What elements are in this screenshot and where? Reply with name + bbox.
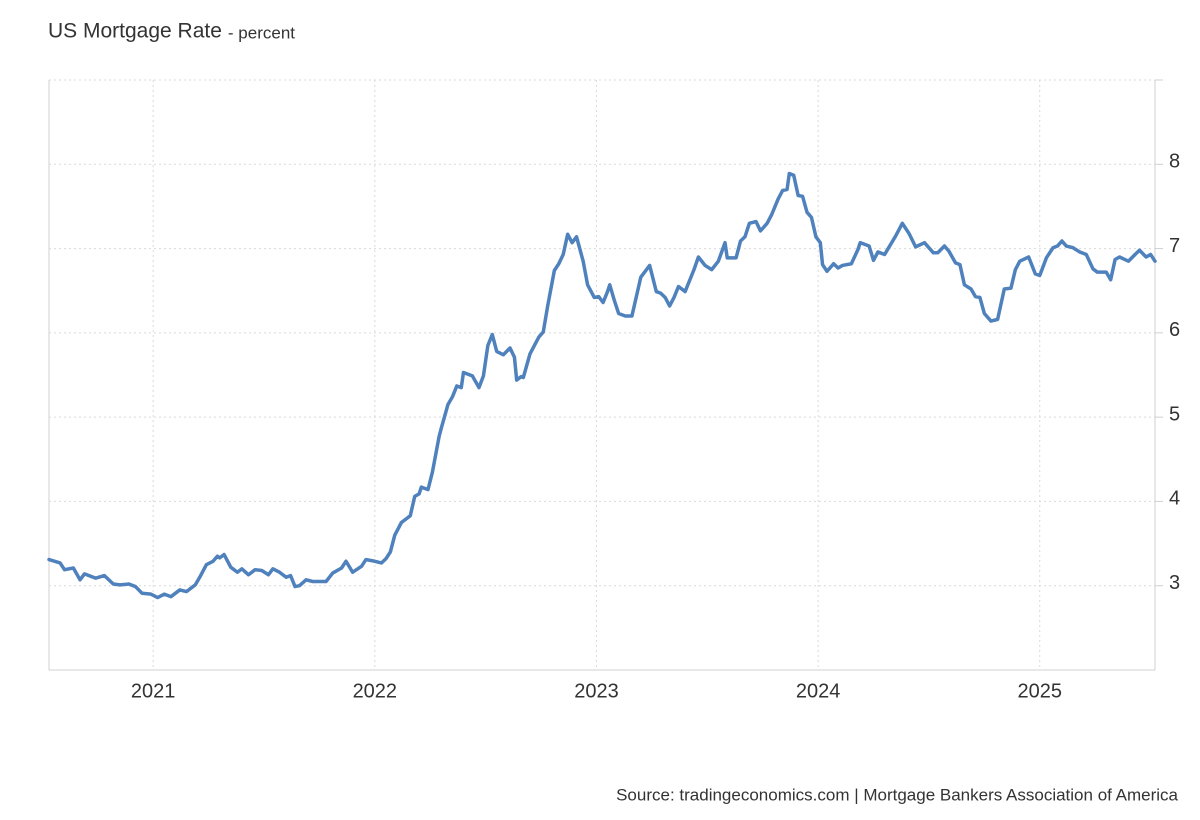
x-tick-label: 2024 [796,680,841,702]
y-tick-label: 3 [1169,572,1180,594]
chart-title: US Mortgage Rate [48,20,222,43]
y-tick-label: 5 [1169,403,1180,425]
x-tick-label: 2021 [131,680,176,702]
x-tick-label: 2022 [353,680,398,702]
y-tick-label: 7 [1169,235,1180,257]
y-tick-label: 8 [1169,151,1180,173]
chart-subtitle: - percent [228,23,295,42]
series-line [47,171,1157,600]
y-tick-label: 6 [1169,319,1180,341]
x-tick-label: 2023 [574,680,619,702]
source-note: Source: tradingeconomics.com | Mortgage … [616,785,1178,804]
x-tick-label: 2025 [1017,680,1062,702]
y-tick-label: 4 [1169,488,1180,510]
